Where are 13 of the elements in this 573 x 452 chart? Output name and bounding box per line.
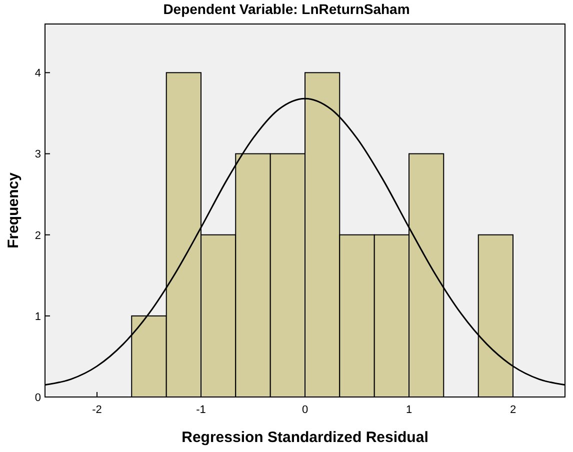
x-tick-label: -1 bbox=[196, 404, 206, 416]
x-tick-label: 1 bbox=[406, 404, 412, 416]
y-tick-label: 4 bbox=[34, 68, 41, 80]
x-axis-title: Regression Standardized Residual bbox=[182, 429, 428, 446]
x-tick-label: 0 bbox=[302, 404, 308, 416]
y-tick-label: 1 bbox=[34, 310, 41, 323]
y-tick-label: 0 bbox=[34, 392, 41, 404]
y-axis-title: Frequency bbox=[5, 172, 22, 248]
chart-title: Dependent Variable: LnReturnSaham bbox=[163, 1, 410, 17]
y-tick-label: 3 bbox=[34, 148, 41, 161]
y-tick-label: 2 bbox=[34, 230, 41, 242]
x-tick-label: -2 bbox=[92, 404, 102, 416]
x-tick-label: 2 bbox=[510, 404, 516, 416]
